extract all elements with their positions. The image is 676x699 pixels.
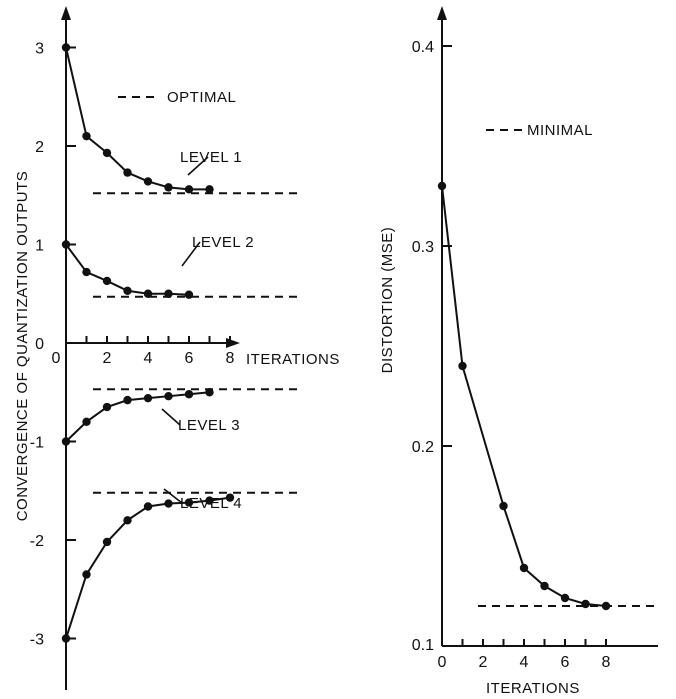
data-point-level-2: [144, 290, 152, 298]
distortion-data-point: [499, 502, 507, 510]
right-legend-label: MINIMAL: [527, 122, 593, 139]
data-point-level-2: [103, 277, 111, 285]
right-y-axis-title: DISTORTION (MSE): [379, 227, 396, 374]
data-point-level-2: [82, 268, 90, 276]
data-point-level-1: [103, 149, 111, 157]
left-x-tick-label: 4: [144, 350, 153, 367]
data-point-level-4: [62, 634, 70, 642]
right-chart-distortion: DISTORTION (MSE) ITERATIONS MINIMAL 0.4 0…: [379, 6, 658, 697]
data-point-level-3: [82, 418, 90, 426]
data-point-level-3: [205, 388, 213, 396]
data-point-level-3: [123, 396, 131, 404]
distortion-data-point: [581, 600, 589, 608]
data-point-level-4: [144, 502, 152, 510]
left-y-tick-label: -3: [30, 632, 44, 649]
data-point-level-1: [62, 43, 70, 51]
right-x-tick-label: 6: [561, 654, 570, 671]
data-point-level-4: [123, 516, 131, 524]
distortion-series-line: [442, 186, 606, 606]
data-point-level-4: [103, 538, 111, 546]
distortion-data-point: [602, 602, 610, 610]
data-point-level-4: [164, 499, 172, 507]
distortion-data-point: [520, 564, 528, 572]
left-y-tick-label: -2: [30, 533, 44, 550]
left-x-tick-label: 8: [226, 350, 235, 367]
left-chart-quantization-outputs: CONVERGENCE OF QUANTIZATION OUTPUTS ITER…: [14, 6, 340, 690]
data-point-level-2: [164, 290, 172, 298]
data-point-level-2: [62, 240, 70, 248]
distortion-data-point: [540, 582, 548, 590]
left-x-tick-label: 2: [103, 350, 112, 367]
right-y-tick-label: 0.1: [412, 637, 434, 654]
data-point-level-2: [185, 291, 193, 299]
right-x-tick-label: 8: [602, 654, 611, 671]
right-y-tick-label: 0.4: [412, 39, 434, 56]
data-point-level-1: [123, 168, 131, 176]
right-x-tick-label: 2: [479, 654, 488, 671]
data-point-level-1: [144, 177, 152, 185]
data-point-level-1: [164, 183, 172, 191]
left-y-tick-label: -1: [30, 435, 44, 452]
data-point-level-1: [82, 132, 90, 140]
left-x-tick-label: 6: [185, 350, 194, 367]
series-label-level-1: LEVEL 1: [180, 149, 242, 166]
right-x-tick-label: 0: [438, 654, 447, 671]
left-y-tick-label: 0: [35, 336, 44, 353]
left-x-axis-title: ITERATIONS: [246, 351, 340, 368]
left-y-axis-title: CONVERGENCE OF QUANTIZATION OUTPUTS: [14, 171, 31, 522]
data-point-level-3: [62, 437, 70, 445]
left-x-tick-label: 0: [52, 350, 61, 367]
right-y-axis-arrow: [437, 6, 447, 20]
data-point-level-3: [185, 390, 193, 398]
series-label-level-3: LEVEL 3: [178, 417, 240, 434]
distortion-data-point: [561, 594, 569, 602]
series-line-level-1: [66, 48, 210, 190]
right-legend: MINIMAL: [486, 122, 593, 139]
left-y-tick-label: 1: [35, 238, 44, 255]
left-legend: OPTIMAL: [118, 89, 236, 106]
data-point-level-1: [205, 185, 213, 193]
distortion-data-point: [458, 362, 466, 370]
left-legend-label: OPTIMAL: [167, 89, 236, 106]
data-point-level-3: [103, 403, 111, 411]
left-y-tick-label: 3: [35, 41, 44, 58]
right-y-tick-label: 0.2: [412, 439, 434, 456]
right-x-tick-label: 4: [520, 654, 529, 671]
data-point-level-4: [82, 570, 90, 578]
left-x-axis-arrow: [226, 338, 240, 348]
distortion-data-point: [438, 182, 446, 190]
data-point-level-2: [123, 287, 131, 295]
left-y-axis-arrow: [61, 6, 71, 20]
series-line-level-4: [66, 498, 230, 639]
series-label-level-2: LEVEL 2: [192, 234, 254, 251]
left-y-tick-label: 2: [35, 139, 44, 156]
series-label-level-4: LEVEL 4: [180, 495, 242, 512]
data-point-level-3: [164, 392, 172, 400]
data-point-level-3: [144, 394, 152, 402]
right-x-axis-title: ITERATIONS: [486, 680, 580, 697]
right-y-tick-label: 0.3: [412, 239, 434, 256]
data-point-level-1: [185, 185, 193, 193]
